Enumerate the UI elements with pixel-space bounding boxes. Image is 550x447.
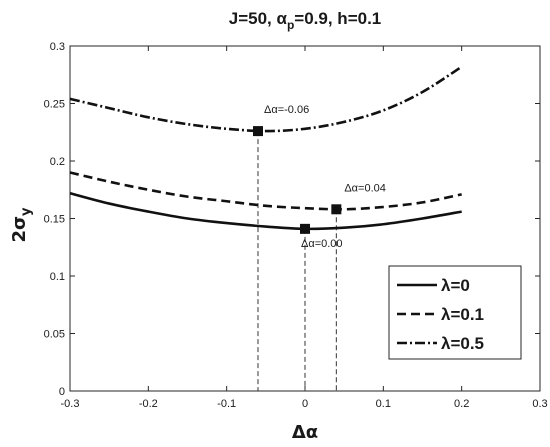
series-line-1 (69, 171, 462, 211)
x-tick-label: 0.1 (376, 398, 391, 410)
chart-title: J=50, αp=0.9, h=0.1 (229, 9, 382, 32)
legend: λ=0 λ=0.1 λ=0.5 (388, 265, 522, 360)
y-axis-label-sub: y (19, 207, 34, 216)
x-axis-label: Δα (292, 422, 318, 443)
x-tick-label: -0.2 (139, 398, 158, 410)
minimum-reference-lines (257, 131, 337, 391)
x-tick-label: 0.3 (532, 398, 547, 410)
y-axis-label: 2σy (9, 207, 34, 243)
x-tick-label: 0 (302, 398, 308, 410)
legend-label: λ=0 (441, 276, 470, 295)
title-subscript: p (287, 18, 294, 32)
y-tick-label: 0.15 (44, 214, 65, 226)
series-lines (69, 65, 463, 231)
title-alpha: α (277, 9, 288, 28)
x-tick-label: 0.2 (454, 398, 469, 410)
y-tick-label: 0.2 (50, 156, 65, 168)
minimum-marker (331, 204, 342, 215)
minimum-annotations: Δα=0.00 Δα=0.04 Δα=-0.06 (264, 104, 386, 250)
legend-label: λ=0.5 (441, 334, 484, 353)
y-axis-label-base: 2σ (9, 216, 30, 243)
y-tick-label: 0 (59, 386, 65, 398)
x-tick-label: -0.1 (217, 398, 236, 410)
minimum-marker (253, 126, 263, 137)
minimum-label: Δα=0.00 (301, 238, 343, 250)
series-line-2 (69, 65, 463, 133)
y-tick-label: 0.05 (44, 329, 65, 341)
minimum-markers (253, 126, 342, 234)
legend-box (388, 265, 522, 360)
x-tick-label: -0.3 (61, 398, 80, 410)
y-tick-label: 0.1 (50, 271, 65, 283)
minimum-label: Δα=0.04 (344, 182, 386, 194)
legend-items: λ=0 λ=0.1 λ=0.5 (397, 276, 484, 353)
title-suffix: =0.9, h=0.1 (294, 9, 381, 28)
y-tick-label: 0.25 (44, 99, 65, 111)
title-prefix: J=50, (229, 9, 277, 28)
legend-label: λ=0.1 (441, 305, 484, 324)
minimum-marker (300, 223, 310, 234)
axis-ticks: -0.3 -0.2 -0.1 0 0.1 0.2 0.3 0 0.05 0.1 0.15 0.2 0.2… (44, 41, 548, 410)
series-line-0 (69, 191, 462, 231)
minimum-label: Δα=-0.06 (264, 104, 309, 116)
y-tick-label: 0.3 (50, 41, 65, 53)
